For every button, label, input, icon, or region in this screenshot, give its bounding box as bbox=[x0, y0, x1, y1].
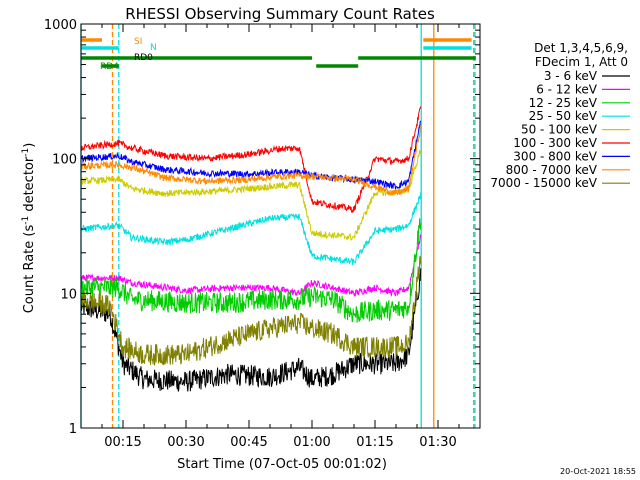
series-line-4 bbox=[80, 150, 422, 241]
state-label-si: SI bbox=[134, 37, 142, 47]
footer-date: 20-Oct-2021 18:55 bbox=[560, 467, 636, 476]
legend-entry-label-7: 800 - 7000 keV bbox=[506, 163, 598, 177]
series-line-8 bbox=[80, 255, 422, 366]
x-tick-label: 00:30 bbox=[167, 435, 204, 450]
x-axis-label: Start Time (07-Oct-05 00:01:02) bbox=[177, 457, 387, 472]
y-tick-label: 1000 bbox=[44, 18, 77, 33]
y-tick-label: 1 bbox=[69, 422, 77, 437]
legend-entry-label-2: 12 - 25 keV bbox=[529, 96, 598, 110]
x-tick-label: 01:30 bbox=[419, 435, 456, 450]
legend: Det 1,3,4,5,6,9, FDecim 1, Att 0 3 - 6 k… bbox=[490, 41, 630, 190]
series-line-1 bbox=[80, 234, 422, 298]
axes: 00:15 00:30 00:45 01:00 01:15 01:30 1 10 100 1000 bbox=[44, 18, 481, 450]
y-axis-label: Count Rate (s-1 detector-1) bbox=[21, 143, 37, 314]
legend-entry-label-8: 7000 - 15000 keV bbox=[490, 176, 597, 190]
legend-entry-label-0: 3 - 6 keV bbox=[544, 69, 598, 83]
x-tick-label: 00:15 bbox=[104, 435, 141, 450]
x-tick-label: 00:45 bbox=[230, 435, 267, 450]
series-line-6 bbox=[80, 120, 422, 190]
state-label-n: N bbox=[150, 43, 157, 53]
legend-header-1: Det 1,3,4,5,6,9, bbox=[534, 41, 628, 55]
series-line-7 bbox=[80, 125, 422, 197]
legend-entry-label-5: 100 - 300 keV bbox=[513, 136, 597, 150]
plot-frame bbox=[80, 23, 481, 429]
series-line-2 bbox=[80, 218, 422, 323]
chart-title: RHESSI Observing Summary Count Rates bbox=[125, 5, 435, 23]
x-tick-label: 01:15 bbox=[356, 435, 393, 450]
legend-entry-label-6: 300 - 800 keV bbox=[513, 149, 597, 163]
series-line-0 bbox=[80, 268, 422, 392]
legend-entry-label-4: 50 - 100 keV bbox=[521, 123, 598, 137]
state-label-rd4: RD4 bbox=[100, 62, 119, 72]
y-tick-label: 10 bbox=[60, 287, 77, 302]
legend-entry-label-1: 6 - 12 keV bbox=[536, 82, 598, 96]
x-tick-label: 01:00 bbox=[293, 435, 330, 450]
y-tick-label: 100 bbox=[52, 153, 77, 168]
series-line-3 bbox=[80, 191, 422, 266]
state-label-rd0: RD0 bbox=[134, 53, 153, 63]
legend-header-2: FDecim 1, Att 0 bbox=[535, 55, 628, 69]
legend-entry-label-3: 25 - 50 keV bbox=[529, 109, 598, 123]
